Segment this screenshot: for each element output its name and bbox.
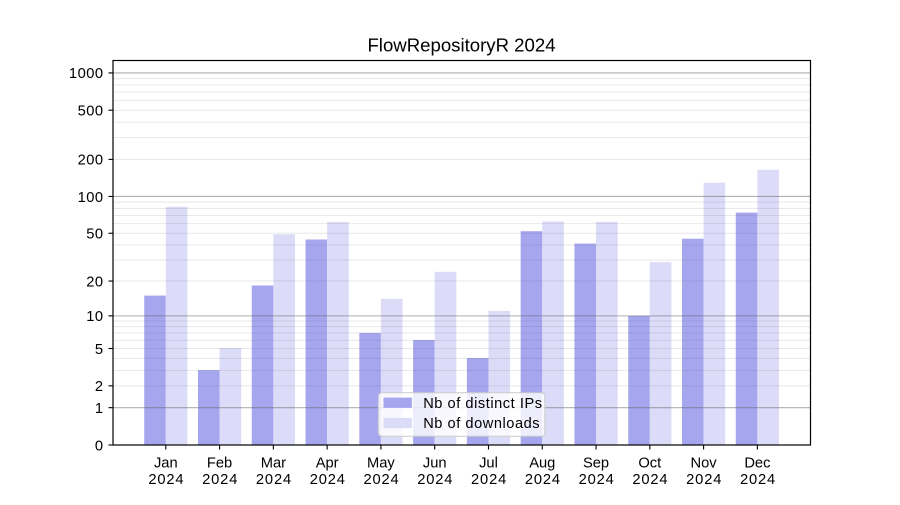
svg-text:Nb of distinct IPs: Nb of distinct IPs xyxy=(423,396,542,412)
svg-text:50: 50 xyxy=(86,227,103,243)
svg-text:FlowRepositoryR 2024: FlowRepositoryR 2024 xyxy=(367,34,555,55)
svg-text:10: 10 xyxy=(86,309,103,325)
svg-text:Dec: Dec xyxy=(744,455,770,471)
svg-text:Jan: Jan xyxy=(154,455,178,471)
svg-text:Feb: Feb xyxy=(207,455,232,471)
svg-text:500: 500 xyxy=(78,104,104,120)
svg-text:2024: 2024 xyxy=(256,472,292,488)
svg-text:2024: 2024 xyxy=(579,472,615,488)
svg-text:Sep: Sep xyxy=(583,455,609,471)
svg-text:2024: 2024 xyxy=(471,472,507,488)
svg-text:5: 5 xyxy=(95,342,104,358)
svg-text:2024: 2024 xyxy=(363,472,399,488)
svg-text:Nb of downloads: Nb of downloads xyxy=(423,416,540,432)
svg-text:200: 200 xyxy=(78,153,104,169)
svg-text:Aug: Aug xyxy=(529,455,555,471)
svg-text:2024: 2024 xyxy=(525,472,561,488)
svg-text:100: 100 xyxy=(78,190,104,206)
svg-text:2024: 2024 xyxy=(740,472,776,488)
svg-text:0: 0 xyxy=(95,438,104,454)
svg-text:2024: 2024 xyxy=(148,472,184,488)
svg-text:Nov: Nov xyxy=(691,455,718,471)
svg-text:Mar: Mar xyxy=(261,455,286,471)
svg-text:2024: 2024 xyxy=(202,472,238,488)
svg-text:2024: 2024 xyxy=(686,472,722,488)
svg-text:Oct: Oct xyxy=(638,455,661,471)
svg-text:2024: 2024 xyxy=(632,472,668,488)
svg-text:Apr: Apr xyxy=(316,455,339,471)
svg-text:2024: 2024 xyxy=(417,472,453,488)
svg-text:1: 1 xyxy=(95,401,104,417)
svg-text:Jul: Jul xyxy=(479,455,498,471)
svg-text:2024: 2024 xyxy=(310,472,346,488)
svg-text:2: 2 xyxy=(95,379,104,395)
svg-text:1000: 1000 xyxy=(69,66,104,82)
svg-text:20: 20 xyxy=(86,274,103,290)
svg-text:May: May xyxy=(367,455,395,471)
svg-text:Jun: Jun xyxy=(423,455,447,471)
